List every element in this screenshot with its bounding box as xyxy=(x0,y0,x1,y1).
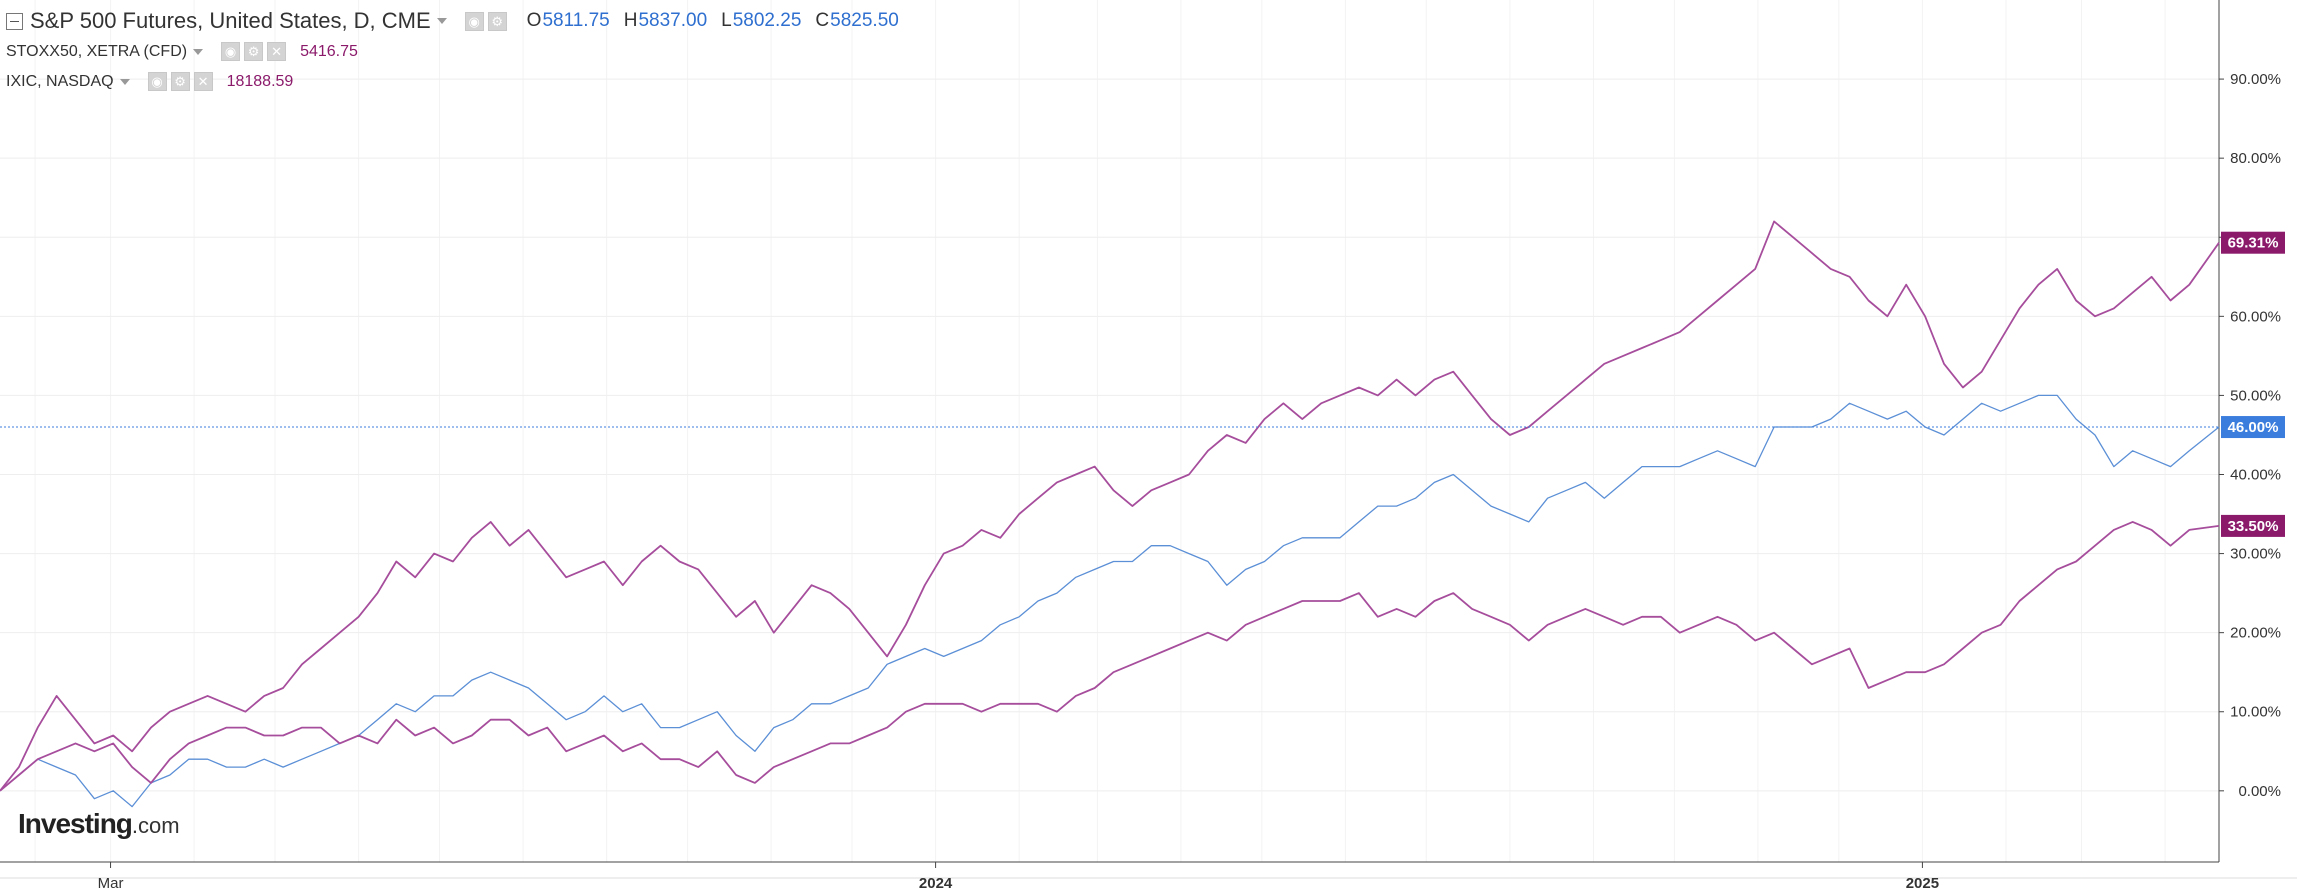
series-line-2 xyxy=(0,521,2220,792)
low-value: 5802.25 xyxy=(732,10,802,31)
close-icon[interactable]: ✕ xyxy=(193,72,213,91)
high-key: H xyxy=(623,10,638,31)
investing-logo: Investing.com xyxy=(18,808,180,840)
logo-brand: Investing xyxy=(18,808,133,839)
open-value: 5811.75 xyxy=(542,10,610,31)
gear-icon[interactable]: ⚙ xyxy=(244,42,264,61)
legend-ixic-title[interactable]: IXIC, NASDAQ xyxy=(6,72,114,90)
low-key: L xyxy=(721,10,732,31)
eye-icon[interactable]: ◉ xyxy=(221,42,241,61)
y-tick-label: 90.00% xyxy=(2230,71,2281,88)
price-badge-label: 33.50% xyxy=(2228,518,2279,535)
legend-stoxx: STOXX50, XETRA (CFD) ◉ ⚙ ✕ 5416.75 xyxy=(6,42,358,61)
x-axis-tick-labels: Mar 2024 2025 xyxy=(98,862,1939,892)
price-badge xyxy=(2221,231,2285,254)
chevron-down-icon[interactable] xyxy=(193,48,204,55)
price-badge xyxy=(2221,514,2285,537)
open-key: O xyxy=(526,10,542,31)
x-tick-label: Mar xyxy=(98,875,124,892)
price-badges: 69.31% 46.00% 33.50% xyxy=(2221,231,2285,537)
horizontal-gridlines xyxy=(0,78,2219,792)
y-tick-label: 0.00% xyxy=(2238,783,2281,800)
legend-main-title[interactable]: S&P 500 Futures, United States, D, CME xyxy=(30,8,431,33)
chevron-down-icon[interactable] xyxy=(119,78,130,85)
x-tick-label: 2025 xyxy=(1906,875,1939,892)
y-tick-label: 80.00% xyxy=(2230,150,2281,167)
x-tick-label: 2024 xyxy=(919,875,953,892)
vertical-gridlines xyxy=(34,0,2166,862)
series-layer xyxy=(0,220,2220,808)
high-value: 5837.00 xyxy=(638,10,708,31)
y-tick-label: 20.00% xyxy=(2230,625,2281,642)
logo-suffix: .com xyxy=(131,813,180,838)
close-value: 5825.50 xyxy=(830,10,899,31)
eye-icon[interactable]: ◉ xyxy=(147,72,167,91)
y-tick-label: 30.00% xyxy=(2230,546,2281,563)
gear-icon[interactable]: ⚙ xyxy=(487,11,507,31)
legend-ixic: IXIC, NASDAQ ◉ ⚙ ✕ 18188.59 xyxy=(6,72,293,91)
series-line-0 xyxy=(0,220,2220,792)
legend-main: S&P 500 Futures, United States, D, CME ◉… xyxy=(6,8,899,34)
legend-stoxx-controls: ◉ ⚙ ✕ xyxy=(221,42,290,61)
legend-stoxx-value: 5416.75 xyxy=(300,42,358,60)
y-tick-label: 60.00% xyxy=(2230,308,2281,325)
legend-ixic-value: 18188.59 xyxy=(226,72,294,90)
collapse-icon[interactable] xyxy=(6,12,23,30)
legend-ixic-controls: ◉ ⚙ ✕ xyxy=(147,72,217,91)
price-badge-label: 46.00% xyxy=(2228,419,2279,436)
legend-stoxx-title[interactable]: STOXX50, XETRA (CFD) xyxy=(6,42,188,60)
price-badge-label: 69.31% xyxy=(2228,235,2279,252)
close-icon[interactable]: ✕ xyxy=(267,42,287,61)
y-tick-label: 40.00% xyxy=(2230,466,2281,483)
eye-icon[interactable]: ◉ xyxy=(464,11,484,31)
y-tick-label: 50.00% xyxy=(2230,387,2281,404)
gear-icon[interactable]: ⚙ xyxy=(170,72,190,91)
chevron-down-icon[interactable] xyxy=(436,18,447,24)
close-key: C xyxy=(815,10,830,31)
price-badge xyxy=(2221,416,2285,439)
y-tick-label: 10.00% xyxy=(2230,704,2281,721)
legend-main-controls: ◉ ⚙ xyxy=(464,11,511,31)
series-line-1 xyxy=(0,394,2220,808)
